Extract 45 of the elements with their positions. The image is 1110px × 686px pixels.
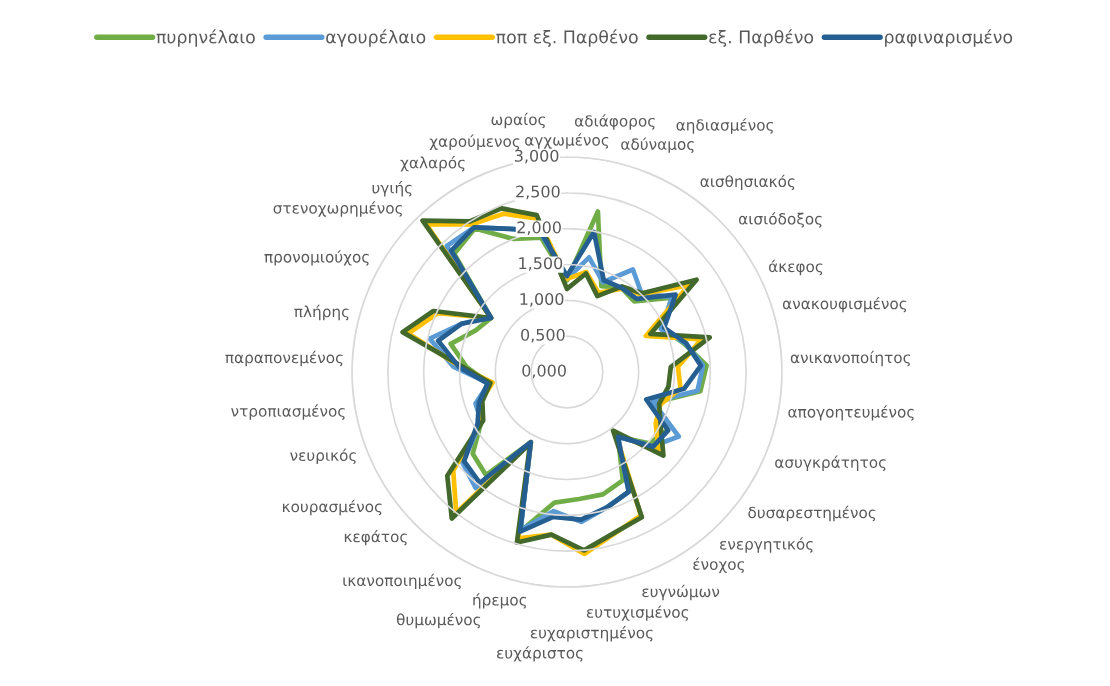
spoke-label: ανακουφισμένος (782, 296, 907, 313)
y-tick-label: 1,500 (519, 257, 563, 271)
spoke-label: χαρούμενος (429, 134, 520, 150)
spoke-label: ευχάριστος (497, 646, 583, 662)
spoke-label: ήρεμος (473, 593, 527, 609)
legend-label: πυρηνέλαιο (156, 29, 255, 47)
spoke-label: προνομιούχος (264, 250, 369, 266)
spoke-label: αηδιασμένος (676, 118, 774, 134)
spoke-label: αισιόδοξος (739, 212, 822, 228)
spoke-label: παραπονεμένος (225, 350, 343, 367)
y-tick-label: 0,000 (522, 364, 566, 379)
spoke-label: ευτυχισμένος (586, 605, 689, 621)
spoke-label: αδύναμος (621, 137, 694, 153)
spoke-label: υγιής (372, 181, 412, 197)
spoke-label: ντροπιασμένος (231, 404, 345, 420)
spoke-label: αγχωμένος (525, 133, 609, 149)
spoke-label: απογοητευμένος (788, 405, 914, 421)
y-tick-label: 2,500 (516, 185, 560, 200)
spoke-label: δυσαρεστημένος (748, 505, 876, 522)
spoke-label: ασυγκράτητος (775, 455, 886, 471)
y-tick-label: 1,000 (520, 292, 564, 307)
spoke-label: κεφάτος (344, 529, 407, 546)
spoke-label: ευχαριστημένος (530, 625, 653, 642)
legend-label: αγουρέλαιο (326, 29, 426, 47)
spoke-label: ευγνώμων (642, 584, 720, 601)
spoke-label: πλήρης (294, 304, 349, 321)
legend-label: εξ. Παρθένο (709, 29, 814, 47)
legend-label: ποπ εξ. Παρθένο (496, 29, 638, 47)
spoke-label: ικανοποιημένος (343, 573, 461, 590)
y-tick-label: 3,000 (514, 149, 559, 164)
spoke-label: ωραίος (491, 112, 546, 129)
spoke-label: αδιάφορος (574, 114, 655, 130)
spoke-label: ενεργητικός (720, 537, 813, 553)
y-tick-label: 0,500 (521, 328, 565, 343)
spoke-label: κουρασμένος (282, 499, 382, 516)
spoke-label: χαλαρός (400, 155, 465, 172)
spoke-label: άκεφος (768, 259, 823, 276)
y-tick-label: 2,000 (517, 221, 561, 236)
spoke-label: ανικανοποίητος (790, 350, 911, 367)
legend-label: ραφιναρισμένο (885, 29, 1013, 47)
spoke-label: θυμωμένος (396, 612, 481, 629)
spoke-label: ένοχος (693, 557, 745, 573)
spoke-label: νευρικός (290, 448, 356, 465)
spoke-label: στενοχωρημένος (273, 201, 403, 217)
spoke-label: αισθησιακός (700, 174, 795, 191)
